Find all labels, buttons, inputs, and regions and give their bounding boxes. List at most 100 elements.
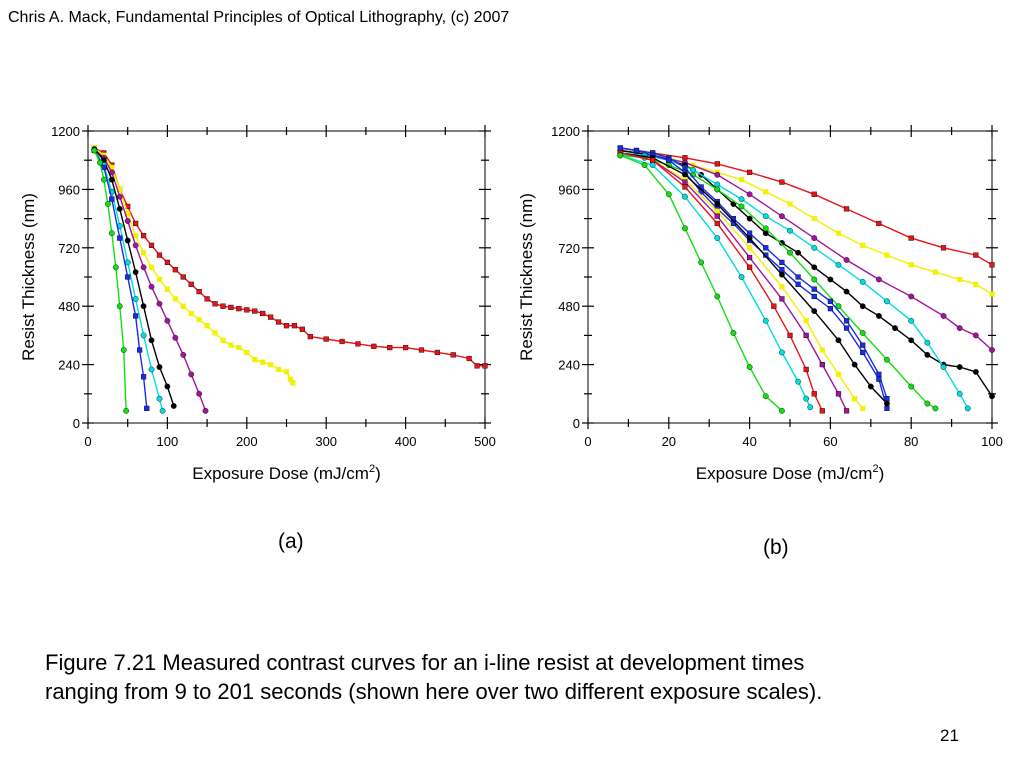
chart-b-data-point (763, 189, 769, 195)
chart-b-data-point (714, 235, 721, 241)
chart-a-data-point (450, 352, 456, 358)
chart-b-data-point (762, 225, 769, 232)
chart-b-data-point (771, 303, 777, 309)
chart-a-data-point (252, 308, 258, 314)
chart-a-data-point (236, 344, 242, 351)
chart-b-data-point (746, 235, 753, 241)
chart-a-data-point (244, 307, 250, 313)
chart-b-data-point (843, 408, 850, 414)
chart-b-data-point (875, 313, 882, 319)
chart-b-data-point (835, 303, 842, 310)
chart-a-data-point (133, 220, 139, 227)
chart-b-data-point (763, 245, 769, 251)
chart-b-data-point (762, 393, 769, 400)
chart-b-data-point (762, 230, 769, 237)
chart-b-data-point (746, 169, 753, 175)
chart-b-data-point (738, 203, 745, 210)
chart-b-data-point (811, 264, 818, 271)
chart-b-data-point (746, 230, 753, 236)
chart-b-data-point (908, 262, 914, 268)
chart-b-xlabel: Exposure Dose (mJ/cm2) (696, 463, 884, 483)
chart-a-data-point (164, 317, 171, 324)
chart-b-data-point (779, 267, 785, 273)
chart-b-data-point (779, 259, 785, 266)
chart-a-data-point (156, 252, 163, 258)
chart-b-data-point (972, 368, 979, 375)
chart-b-data-point (989, 291, 995, 297)
chart-b-series-line (620, 152, 848, 412)
chart-a-data-point (180, 351, 187, 358)
chart-a-data-point (299, 326, 305, 332)
caption-line-1: Figure 7.21 Measured contrast curves for… (45, 650, 805, 675)
chart-b-ytick-label: 1200 (551, 124, 580, 139)
chart-b-data-point (746, 364, 753, 370)
contrast-chart-b: 0 240 480 720 960 1200 0 20 40 60 80 100 Exposure Do… (517, 124, 1003, 483)
chart-a-data-point (116, 303, 123, 310)
chart-a-data-point (133, 233, 139, 239)
chart-b-data-point (795, 281, 801, 287)
panel-label-b: (b) (763, 536, 789, 559)
chart-b-data-point (738, 196, 745, 203)
chart-a-data-point (164, 259, 171, 266)
chart-b-data-point (811, 308, 818, 314)
chart-b-data-point (779, 296, 785, 302)
chart-a-data-point (124, 237, 131, 244)
chart-a-data-point (116, 193, 123, 200)
chart-b-data-point (835, 337, 842, 344)
chart-a-data-point (125, 274, 131, 280)
chart-a-xlabel: Exposure Dose (mJ/cm2) (192, 463, 380, 483)
chart-b-data-point (682, 164, 688, 171)
chart-b-data-point (843, 288, 850, 295)
chart-b-data-point (690, 167, 696, 173)
chart-b-data-point (892, 325, 898, 332)
chart-b-data-point (843, 257, 850, 263)
chart-b-data-point (714, 181, 721, 188)
chart-a-data-point (101, 164, 107, 171)
chart-a-xtick-label: 100 (157, 434, 179, 449)
chart-a-data-point (180, 303, 186, 309)
chart-b-data-point (714, 171, 721, 178)
chart-b-data-point (779, 213, 785, 220)
chart-b-data-point (932, 269, 939, 275)
chart-b-series-1 (617, 147, 995, 297)
chart-a-data-point (148, 337, 155, 344)
chart-b-ytick-label: 960 (558, 182, 580, 197)
chart-b-data-point (811, 286, 817, 292)
chart-a-data-point (323, 336, 329, 342)
chart-b-data-point (730, 330, 737, 336)
chart-b-data-point (665, 191, 672, 198)
chart-b-data-point (859, 303, 866, 310)
chart-a-data-point (204, 323, 210, 329)
chart-b-series-line (620, 152, 864, 409)
chart-b-data-point (787, 332, 793, 339)
chart-b-data-point (908, 293, 915, 300)
chart-a-data-point (196, 288, 202, 295)
chart-b-data-point (989, 262, 995, 268)
chart-b-data-point (779, 240, 785, 246)
chart-a-series-line (93, 150, 164, 411)
chart-b-data-point (884, 356, 890, 363)
chart-a-ytick-label: 720 (58, 241, 80, 256)
chart-a-data-point (140, 264, 147, 271)
chart-a-data-point (307, 334, 313, 340)
chart-a-xtick-label: 500 (474, 434, 496, 449)
chart-a-ytick-label: 1200 (51, 124, 80, 139)
chart-b-data-point (811, 244, 818, 251)
chart-b-data-point (803, 318, 809, 324)
chart-b-data-point (650, 157, 656, 163)
chart-b-data-point (787, 249, 793, 256)
chart-b-data-point (811, 215, 817, 222)
chart-a-ylabel: Resist Thickness (nm) (19, 193, 38, 361)
chart-b-xtick-label: 60 (823, 434, 837, 449)
chart-b-data-point (795, 249, 801, 256)
chart-a-data-point (120, 347, 127, 353)
chart-b-data-point (714, 161, 720, 167)
chart-b-data-point (819, 347, 825, 353)
chart-a-data-point (148, 366, 155, 373)
chart-a-data-point (116, 205, 123, 212)
chart-a-series-6 (91, 147, 130, 414)
chart-b-data-point (779, 271, 785, 278)
chart-a-data-point (188, 371, 195, 378)
chart-b-data-point (807, 404, 814, 411)
chart-b-data-point (714, 186, 721, 193)
